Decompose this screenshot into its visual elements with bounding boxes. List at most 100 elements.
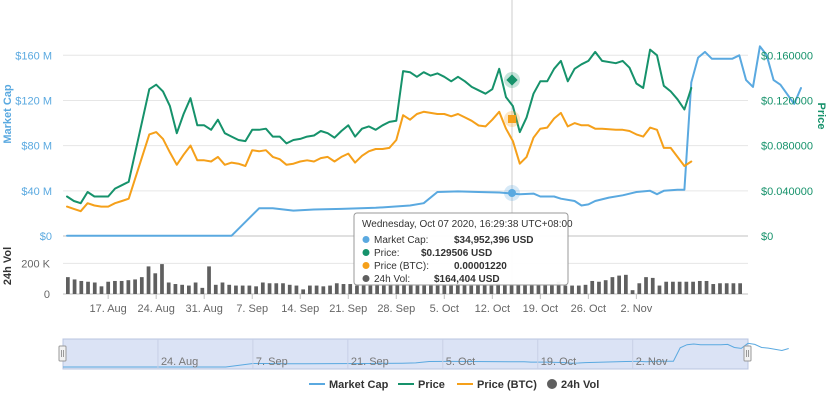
volume-bar xyxy=(711,284,716,294)
volume-bar xyxy=(240,285,245,294)
volume-bar xyxy=(260,282,265,294)
volume-bar xyxy=(99,286,104,294)
navigator-handle[interactable] xyxy=(58,345,67,362)
tooltip-row-value: $34,952,396 USD xyxy=(454,235,534,246)
volume-bar xyxy=(543,284,548,294)
legend-item-volume[interactable]: 24h Vol xyxy=(547,379,599,391)
navigator-handle[interactable] xyxy=(743,345,752,362)
x-tick-label: 21. Sep xyxy=(329,303,367,315)
volume-bar xyxy=(408,284,413,294)
tooltip-dot xyxy=(362,275,370,282)
volume-bar xyxy=(617,275,621,294)
price-line xyxy=(66,48,693,205)
volume-bar xyxy=(623,274,628,294)
tooltip-row-label: Market Cap: xyxy=(374,235,428,246)
tooltip-dot xyxy=(362,262,370,269)
tooltip-row-value: 0.00001220 xyxy=(454,261,507,272)
navigator-tick-label: 5. Oct xyxy=(446,356,475,368)
x-tick-label: 5. Oct xyxy=(430,303,459,315)
legend[interactable]: Market Cap Price Price (BTC) 24h Vol xyxy=(309,379,599,391)
volume-bar xyxy=(133,279,137,294)
market-cap-tick-label: $160 M xyxy=(15,50,52,62)
series-lines xyxy=(66,45,802,237)
volume-bar xyxy=(462,284,467,294)
volume-tick-label: 0 xyxy=(44,289,50,301)
volume-bar xyxy=(126,280,131,294)
volume-bar xyxy=(355,285,359,294)
volume-bar xyxy=(724,283,729,294)
legend-label: 24h Vol xyxy=(561,379,599,391)
volume-bar xyxy=(220,282,225,294)
volume-bar xyxy=(637,283,642,294)
x-tick-label: 12. Oct xyxy=(475,303,510,315)
volume-bar xyxy=(173,284,178,294)
tooltip-row-value: $0.129506 USD xyxy=(421,248,492,259)
price-btc-hover-marker xyxy=(508,115,516,123)
market-cap-tick-label: $0 xyxy=(40,231,52,243)
volume-bar xyxy=(449,285,453,294)
volume-bar xyxy=(429,285,433,294)
navigator-tick-label: 21. Sep xyxy=(351,356,389,368)
volume-bar xyxy=(657,285,662,294)
volume-bar xyxy=(200,287,205,294)
volume-bar xyxy=(516,284,521,294)
price-tick-label: $0.120000 xyxy=(761,95,813,107)
legend-label: Price xyxy=(418,379,445,391)
x-tick-label: 26. Oct xyxy=(571,303,606,315)
tooltip-dot xyxy=(362,236,370,243)
legend-item-price[interactable]: Price xyxy=(398,379,445,391)
volume-bar xyxy=(388,280,393,294)
navigator[interactable]: 24. Aug 7. Sep 21. Sep 5. Oct 19. Oct 2. Nov xyxy=(58,338,789,370)
volume-bar xyxy=(66,277,70,294)
volume-bar xyxy=(529,284,534,294)
tooltip-box xyxy=(353,212,569,286)
volume-bar xyxy=(213,284,218,294)
market-cap-tick-label: $40 M xyxy=(21,186,52,198)
volume-bars xyxy=(66,264,742,294)
x-tick-label: 28. Sep xyxy=(377,303,415,315)
volume-bar xyxy=(328,285,332,294)
volume-bar xyxy=(576,285,581,294)
volume-bar xyxy=(697,280,702,294)
volume-bar xyxy=(630,290,635,294)
navigator-tick-label: 7. Sep xyxy=(256,356,288,368)
x-tick-label: 17. Aug xyxy=(89,303,126,315)
volume-bar xyxy=(193,282,198,294)
volume-bar xyxy=(368,285,373,294)
volume-bar xyxy=(301,289,306,294)
volume-bar xyxy=(402,284,406,294)
volume-bar xyxy=(455,282,460,294)
tooltip-dot xyxy=(362,249,370,256)
volume-bar xyxy=(650,277,655,294)
volume-bar xyxy=(72,279,77,294)
market-cap-tick-label: $120 M xyxy=(15,95,52,107)
legend-item-price_btc[interactable]: Price (BTC) xyxy=(457,379,537,391)
tooltip-row-label: 24h Vol: xyxy=(374,274,410,285)
volume-bar xyxy=(361,285,366,294)
volume-bar xyxy=(731,283,736,294)
volume-bar xyxy=(207,266,211,294)
volume-bar xyxy=(308,285,312,294)
x-tick-label: 14. Sep xyxy=(281,303,319,315)
volume-bar xyxy=(113,280,117,294)
volume-bar xyxy=(590,280,595,294)
volume-bar xyxy=(247,285,252,294)
navigator-tick-label: 2. Nov xyxy=(636,356,668,368)
volume-bar xyxy=(536,284,541,294)
x-tick-label: 7. Sep xyxy=(236,303,268,315)
volume-bar xyxy=(664,281,669,294)
price-btc-line xyxy=(66,110,693,213)
volume-bar xyxy=(523,284,527,294)
price-axis-title: Price xyxy=(815,103,827,130)
volume-bar xyxy=(234,285,238,294)
price-tick-label: $0.040000 xyxy=(761,186,813,198)
volume-bar xyxy=(294,285,299,294)
volume-tick-label: 200 K xyxy=(21,258,50,270)
volume-bar xyxy=(334,283,339,294)
market-cap-axis-title: Market Cap xyxy=(2,84,14,144)
volume-bar xyxy=(718,283,722,294)
volume-bar xyxy=(321,286,326,294)
legend-item-market_cap[interactable]: Market Cap xyxy=(309,379,389,391)
